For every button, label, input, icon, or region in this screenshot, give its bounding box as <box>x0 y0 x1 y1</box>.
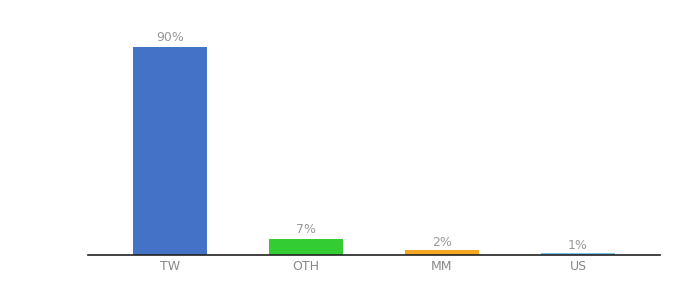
Bar <box>269 239 343 255</box>
Text: 7%: 7% <box>296 223 316 236</box>
Bar <box>133 47 207 255</box>
Bar <box>405 250 479 255</box>
Text: 1%: 1% <box>568 238 588 251</box>
Text: 2%: 2% <box>432 236 452 249</box>
Bar <box>541 253 615 255</box>
Text: 90%: 90% <box>156 31 184 44</box>
